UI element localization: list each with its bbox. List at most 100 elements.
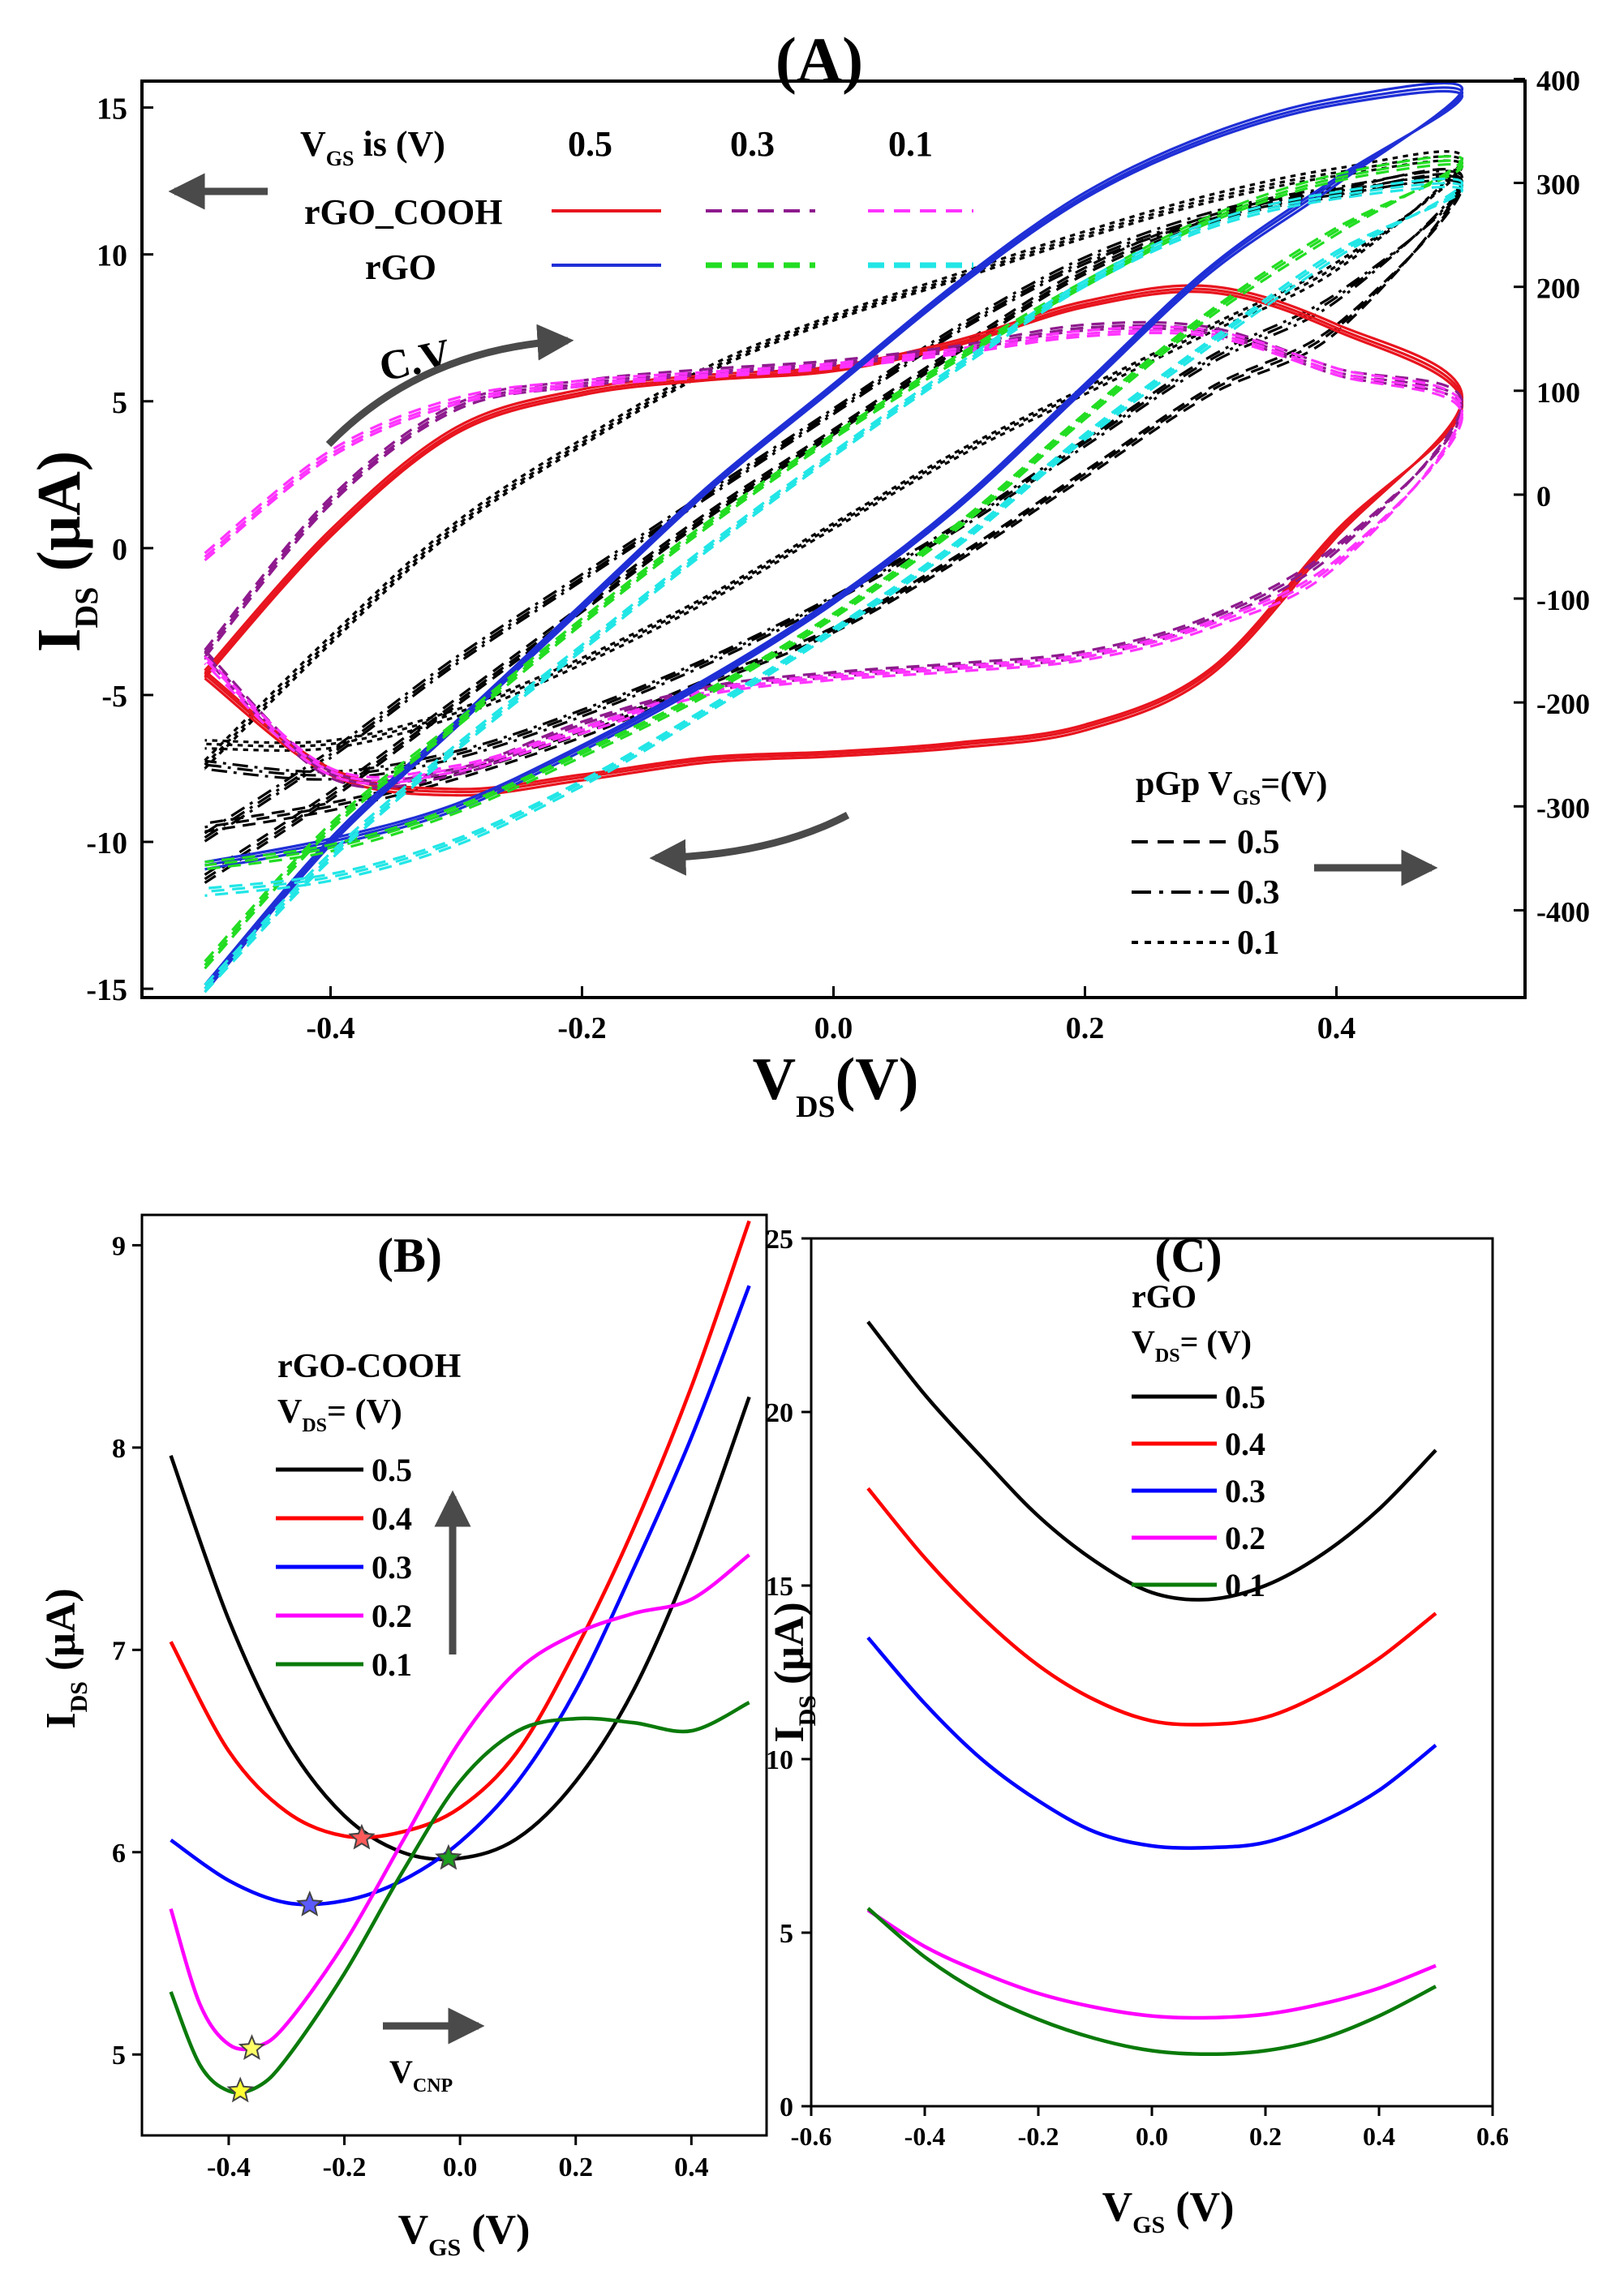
panel-b-cnp-star-vds-0.4 xyxy=(348,1823,376,1850)
panel-c-series-vds-0.2 xyxy=(866,1908,1437,2020)
panel-c-xtick-label: -0.4 xyxy=(904,2122,946,2151)
panel-a-legend-swatches xyxy=(552,209,973,268)
panel-c-ticks: -0.6 -0.4 -0.2 0.0 0.2 0.4 0.6 0 5 10 15 20 25 xyxy=(766,1225,1509,2151)
panel-a-pgp-legend-swatches xyxy=(1132,840,1229,944)
panel-a-title: (A) xyxy=(775,24,863,95)
panel-c-ytick-label: 10 xyxy=(766,1745,793,1775)
panel-b-xtick-label: -0.4 xyxy=(207,2152,251,2182)
panel-b-ylabel: IDS (μA) xyxy=(38,1588,92,1728)
series-pgp-0.1-cycle-2 xyxy=(204,150,1464,762)
series-rgo-0.5-cycle-1 xyxy=(204,86,1464,990)
panel-c-series-vds-0.4 xyxy=(866,1487,1437,1727)
panel-a-ylabel: IDS (μA) xyxy=(25,451,105,652)
panel-a-pgp-legend-0.5: 0.5 xyxy=(1237,824,1280,861)
panel-b-series-vds-0.3 xyxy=(170,1285,751,1907)
panel-b-cnp-star-vds-0.5 xyxy=(435,1843,462,1870)
panel-b-curves xyxy=(169,1220,751,2095)
series-rgo-0.5-cycle-3 xyxy=(204,89,1464,994)
panel-a-xtick-label: -0.2 xyxy=(557,1011,606,1045)
panel-c-ytick-label: 5 xyxy=(780,1919,793,1949)
panel-a-ytick-label: 0 xyxy=(112,533,127,567)
panel-b-series-vds-0.2 xyxy=(169,1553,750,2052)
panel-b-ytick-label: 7 xyxy=(112,1636,126,1666)
series-rgo-0.3-cycle-2 xyxy=(204,155,1464,963)
panel-b-cnp-star-vds-0.1 xyxy=(226,2076,254,2103)
panel-b-xtick-label: 0.2 xyxy=(558,2152,593,2182)
panel-a-y2tick-label: -300 xyxy=(1536,792,1590,824)
panel-a-y2tick-label: -400 xyxy=(1536,895,1590,928)
panel-c-xtick-label: -0.2 xyxy=(1018,2122,1059,2151)
panel-a-legend-label-rgo-cooh: rGO_COOH xyxy=(304,192,502,232)
series-pgp-0.3-cycle-2 xyxy=(204,170,1464,835)
panel-b: -0.4 -0.2 0.0 0.2 0.4 5 6 7 8 9 (B) VGS (V) IDS (… xyxy=(38,1213,768,2261)
panel-c-xtick-label: 0.4 xyxy=(1363,2122,1395,2151)
panel-b-vcnp-label: VCNP xyxy=(389,2054,453,2096)
panel-b-legend-label-0.1: 0.1 xyxy=(372,1646,412,1683)
panel-a-ytick-label: -15 xyxy=(86,973,127,1007)
panel-b-xtick-label: 0.0 xyxy=(443,2152,478,2182)
series-pgp-0.5-cycle-3 xyxy=(204,177,1464,884)
panel-c-ytick-label: 0 xyxy=(780,2092,793,2122)
panel-b-xtick-label: -0.2 xyxy=(323,2152,367,2182)
series-rgo-cooh-0.1-cycle-3 xyxy=(204,331,1464,779)
panel-a-legend-vgs-label: VGS is (V) xyxy=(300,124,445,170)
panel-b-legend-label-0.5: 0.5 xyxy=(372,1452,412,1488)
panel-c-ytick-label: 25 xyxy=(766,1225,793,1255)
panel-a-ytick-label: -5 xyxy=(101,680,127,714)
series-pgp-0.3-cycle-1 xyxy=(204,174,1464,839)
panel-a-reverse-arrow xyxy=(649,812,850,876)
panel-b-xlabel: VGS (V) xyxy=(398,2207,531,2261)
panel-c-legend-label-0.1: 0.1 xyxy=(1225,1567,1265,1603)
panel-c-xtick-label: 0.0 xyxy=(1136,2122,1168,2151)
panel-b-series-vds-0.5 xyxy=(169,1396,751,1861)
panel-c-legend-label-0.4: 0.4 xyxy=(1225,1426,1265,1462)
panel-c-curves xyxy=(866,1320,1437,2057)
panel-a-pgp-legend-title: pGp VGS=(V) xyxy=(1136,766,1327,809)
panel-b-axes-frame xyxy=(140,1213,768,2137)
panel-c-legend-label-0.3: 0.3 xyxy=(1225,1473,1265,1509)
series-rgo-0.3-cycle-1 xyxy=(204,159,1464,967)
panel-b-legend-label-0.3: 0.3 xyxy=(372,1549,412,1586)
panel-a-ticks: -0.4 -0.2 0.0 0.2 0.4 -15 -10 -5 0 5 10 15 -400 -300 -… xyxy=(86,64,1590,1045)
panel-c-legend-label-0.2: 0.2 xyxy=(1225,1520,1265,1556)
panel-b-xtick-label: 0.4 xyxy=(674,2152,709,2182)
series-rgo-cooh-0.1-cycle-2 xyxy=(204,325,1464,785)
panel-a-xtick-label: -0.4 xyxy=(306,1011,354,1045)
series-rgo-0.5-cycle-2 xyxy=(204,81,1464,986)
panel-a-legend-col-0.5: 0.5 xyxy=(568,124,612,164)
panel-a-y2tick-label: 0 xyxy=(1536,480,1551,513)
panel-c-xlabel: VGS (V) xyxy=(1102,2184,1235,2238)
panel-a-y2tick-label: 100 xyxy=(1536,376,1580,409)
panel-c: -0.6 -0.4 -0.2 0.0 0.2 0.4 0.6 0 5 10 15 20 25 (C) V… xyxy=(766,1225,1509,2238)
panel-b-series-vds-0.4 xyxy=(169,1220,751,1839)
panel-a-legend-col-0.3: 0.3 xyxy=(730,124,775,164)
panel-a-ytick-label: 10 xyxy=(97,239,127,273)
panel-b-title: (B) xyxy=(377,1229,442,1282)
panel-a-y2tick-label: -100 xyxy=(1536,584,1590,616)
panel-c-xtick-label: -0.6 xyxy=(791,2122,832,2151)
panel-a: -0.4 -0.2 0.0 0.2 0.4 -15 -10 -5 0 5 10 15 -400 -300 -… xyxy=(25,24,1590,1124)
panel-c-series-vds-0.3 xyxy=(866,1636,1437,1850)
panel-c-ylabel: IDS (μA) xyxy=(767,1602,821,1742)
panel-a-y2tick-label: 300 xyxy=(1536,169,1580,201)
panel-b-legend-label-0.2: 0.2 xyxy=(372,1598,412,1634)
panel-a-y2tick-label: -200 xyxy=(1536,688,1590,720)
panel-c-series-vds-0.1 xyxy=(866,1907,1437,2057)
series-rgo-0.1-cycle-3 xyxy=(204,185,1464,994)
panel-a-curves xyxy=(204,81,1464,994)
panel-b-ticks: -0.4 -0.2 0.0 0.2 0.4 5 6 7 8 9 xyxy=(112,1231,709,2182)
panel-b-ytick-label: 9 xyxy=(112,1231,126,1261)
panel-a-legend-col-0.1: 0.1 xyxy=(888,124,933,164)
panel-c-xtick-label: 0.2 xyxy=(1249,2122,1282,2151)
panel-b-legend-entries: 0.5 0.4 0.3 0.2 0.1 xyxy=(276,1452,412,1683)
panel-b-cnp-markers xyxy=(226,1823,462,2103)
panel-a-xtick-label: 0.0 xyxy=(814,1011,853,1045)
panel-c-ytick-label: 20 xyxy=(766,1398,793,1428)
series-rgo-cooh-0.1-cycle-1 xyxy=(204,328,1464,782)
panel-c-legend-vds: VDS= (V) xyxy=(1132,1324,1252,1367)
panel-b-legend-label-0.4: 0.4 xyxy=(372,1500,412,1537)
panel-a-xlabel: VDS(V) xyxy=(753,1046,919,1124)
panel-b-cnp-star-vds-0.2 xyxy=(238,2034,266,2061)
panel-b-cnp-star-vds-0.3 xyxy=(296,1890,324,1916)
panel-b-ytick-label: 6 xyxy=(112,1839,126,1869)
